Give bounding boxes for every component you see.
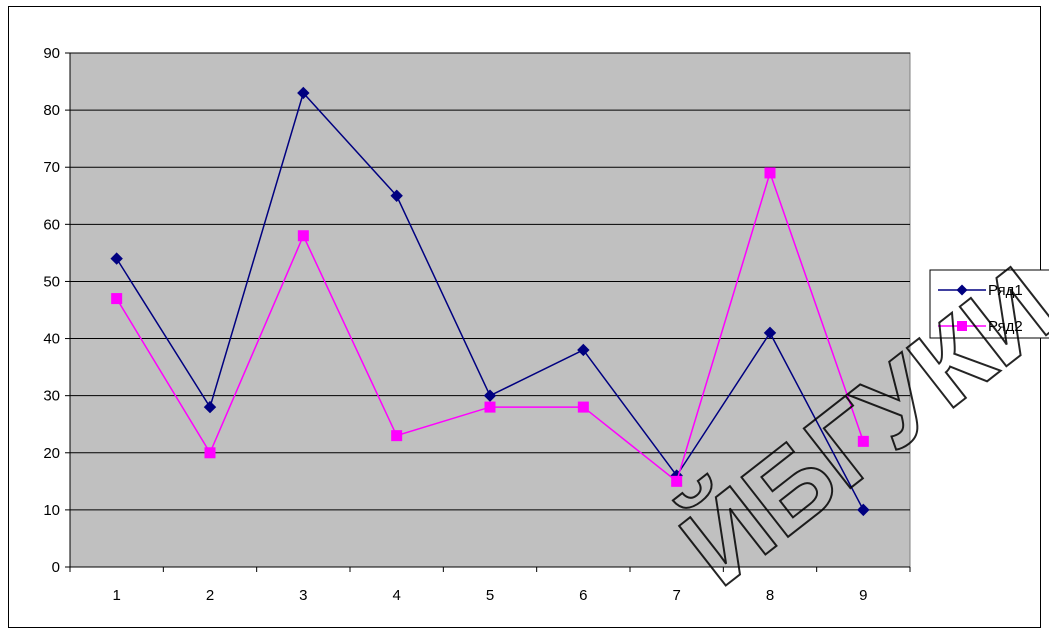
y-tick-label: 30 (43, 388, 60, 405)
x-tick-label: 7 (672, 587, 680, 604)
y-axis: 0 10 20 30 40 50 60 70 80 90 (43, 45, 71, 576)
legend-label: Ряд2 (988, 318, 1023, 335)
data-point (764, 167, 776, 179)
data-point (577, 401, 589, 413)
legend-label: Ряд1 (988, 282, 1023, 299)
data-point (204, 447, 216, 459)
y-tick-label: 80 (43, 102, 60, 119)
data-point (577, 343, 590, 357)
y-tick-label: 60 (43, 216, 60, 233)
y-tick-label: 0 (52, 559, 60, 576)
data-point (484, 401, 496, 413)
series-layer (110, 86, 870, 517)
x-tick-label: 6 (579, 587, 587, 604)
legend: Ряд1 Ряд2 (929, 269, 1049, 339)
data-point (483, 389, 497, 402)
x-tick-label: 5 (486, 587, 494, 604)
legend-item: Ряд1 (938, 282, 1023, 299)
y-tick-label: 20 (43, 445, 60, 462)
data-point (857, 435, 869, 447)
series-2 (111, 167, 869, 487)
x-tick-label: 1 (112, 587, 120, 604)
legend-item: Ряд2 (938, 318, 1023, 335)
data-point (391, 430, 403, 442)
y-tick-label: 40 (43, 331, 60, 348)
legend-marker (956, 284, 968, 296)
data-point (390, 189, 403, 202)
data-point (763, 326, 777, 340)
x-tick-label: 3 (299, 587, 307, 604)
y-tick-label: 70 (43, 159, 60, 176)
data-point (297, 230, 309, 242)
y-tick-label: 90 (43, 45, 60, 62)
data-point (110, 252, 123, 265)
data-point (671, 475, 683, 487)
data-point (857, 503, 870, 517)
x-tick-label: 4 (392, 587, 400, 604)
x-tick-label: 8 (766, 587, 774, 604)
series-1 (110, 86, 870, 517)
x-tick-label: 2 (206, 587, 214, 604)
x-tick-label: 9 (859, 587, 867, 604)
data-point (111, 293, 123, 305)
data-point (203, 400, 217, 414)
legend-marker (957, 321, 967, 331)
y-tick-label: 10 (43, 502, 60, 519)
plot-area (69, 52, 911, 568)
x-axis: 1 2 3 4 5 6 7 8 9 (69, 566, 911, 604)
y-tick-label: 50 (43, 273, 60, 290)
data-point (297, 86, 310, 100)
